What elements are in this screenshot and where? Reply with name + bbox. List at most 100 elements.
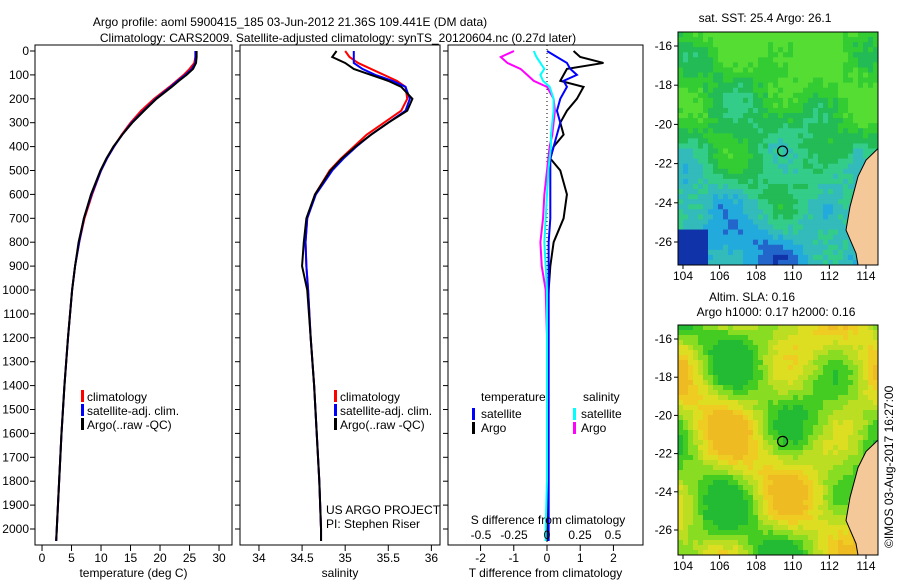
map-cell	[803, 82, 809, 89]
map-cell	[783, 189, 789, 195]
map-cell	[788, 340, 794, 346]
map-cell	[828, 194, 834, 200]
map-cell	[728, 32, 734, 38]
map-cell	[753, 335, 759, 341]
map-cell	[798, 77, 804, 84]
map-cell	[773, 350, 779, 356]
map-cell	[858, 450, 864, 456]
map-cell	[723, 345, 729, 351]
map-cell	[798, 199, 804, 205]
map-cell	[778, 505, 784, 511]
map-cell	[768, 345, 774, 351]
map-cell	[853, 102, 859, 109]
map-cell	[743, 42, 749, 48]
map-cell	[758, 520, 764, 526]
map-cell	[708, 244, 714, 251]
map-cell	[798, 515, 804, 521]
map-cell	[833, 214, 839, 220]
map-cell	[873, 410, 879, 416]
map-cell	[843, 375, 849, 381]
map-cell	[843, 480, 849, 486]
map-cell	[793, 224, 799, 231]
map-cell	[848, 102, 854, 109]
map-cell	[833, 355, 839, 361]
map-cell	[743, 168, 749, 175]
map-cell	[733, 32, 739, 38]
x-tick-label: 0	[544, 551, 551, 565]
map-cell	[688, 520, 694, 526]
map-cell	[833, 475, 839, 481]
map-cell	[753, 92, 759, 99]
map-cell	[693, 440, 699, 446]
map-cell	[838, 163, 844, 170]
map-cell	[698, 128, 704, 134]
map-cell	[733, 350, 739, 356]
map-cell	[738, 470, 744, 476]
map-cell	[803, 183, 809, 190]
map-cell	[868, 340, 874, 346]
map-cell	[698, 72, 704, 79]
map-cell	[763, 138, 769, 144]
map-cell	[723, 470, 729, 476]
map-cell	[798, 360, 804, 366]
map-cell	[753, 545, 759, 551]
map-cell	[698, 118, 704, 124]
map-cell	[813, 485, 819, 491]
map-cell	[823, 480, 829, 486]
map-cell	[728, 229, 734, 236]
map-cell	[698, 194, 704, 200]
map-cell	[738, 400, 744, 406]
map-cell	[773, 465, 779, 471]
map-cell	[868, 92, 874, 99]
map-cell	[728, 249, 734, 256]
map-cell	[703, 118, 709, 124]
map-cell	[853, 440, 859, 446]
map-cell	[773, 450, 779, 456]
map-cell	[803, 219, 809, 225]
map-cell	[718, 224, 724, 231]
map-cell	[718, 530, 724, 536]
map-cell	[838, 138, 844, 144]
map-cell	[803, 199, 809, 205]
map-cell	[718, 350, 724, 356]
map-cell	[838, 540, 844, 546]
map-cell	[733, 355, 739, 361]
map-cell	[783, 410, 789, 416]
map-cell	[753, 219, 759, 225]
map-cell	[778, 128, 784, 134]
map-cell	[708, 194, 714, 200]
map-cell	[853, 143, 859, 149]
map-cell	[793, 249, 799, 256]
map-cell	[718, 67, 724, 74]
map-cell	[688, 113, 694, 119]
map-cell	[698, 495, 704, 501]
map-cell	[693, 345, 699, 351]
map-cell	[723, 204, 729, 210]
map-cell	[813, 189, 819, 195]
map-cell	[788, 335, 794, 341]
map-cell	[818, 67, 824, 74]
map-cell	[818, 128, 824, 134]
map-cell	[768, 204, 774, 210]
map-cell	[718, 138, 724, 144]
map-cell	[733, 72, 739, 79]
map-cell	[753, 440, 759, 446]
map-cell	[848, 173, 854, 180]
map-cell	[793, 490, 799, 496]
map-cell	[708, 530, 714, 536]
map-cell	[863, 350, 869, 356]
map-cell	[823, 92, 829, 99]
map-cell	[778, 355, 784, 361]
map-cell	[838, 405, 844, 411]
map-cell	[748, 350, 754, 356]
map-cell	[838, 102, 844, 109]
map-cell	[768, 52, 774, 58]
map-cell	[768, 67, 774, 74]
map-cell	[838, 495, 844, 501]
x-tick-label: 2	[610, 551, 617, 565]
map-cell	[713, 178, 719, 185]
map-cell	[873, 355, 879, 361]
map-cell	[833, 37, 839, 43]
map-cell	[723, 450, 729, 456]
map-cell	[778, 199, 784, 205]
